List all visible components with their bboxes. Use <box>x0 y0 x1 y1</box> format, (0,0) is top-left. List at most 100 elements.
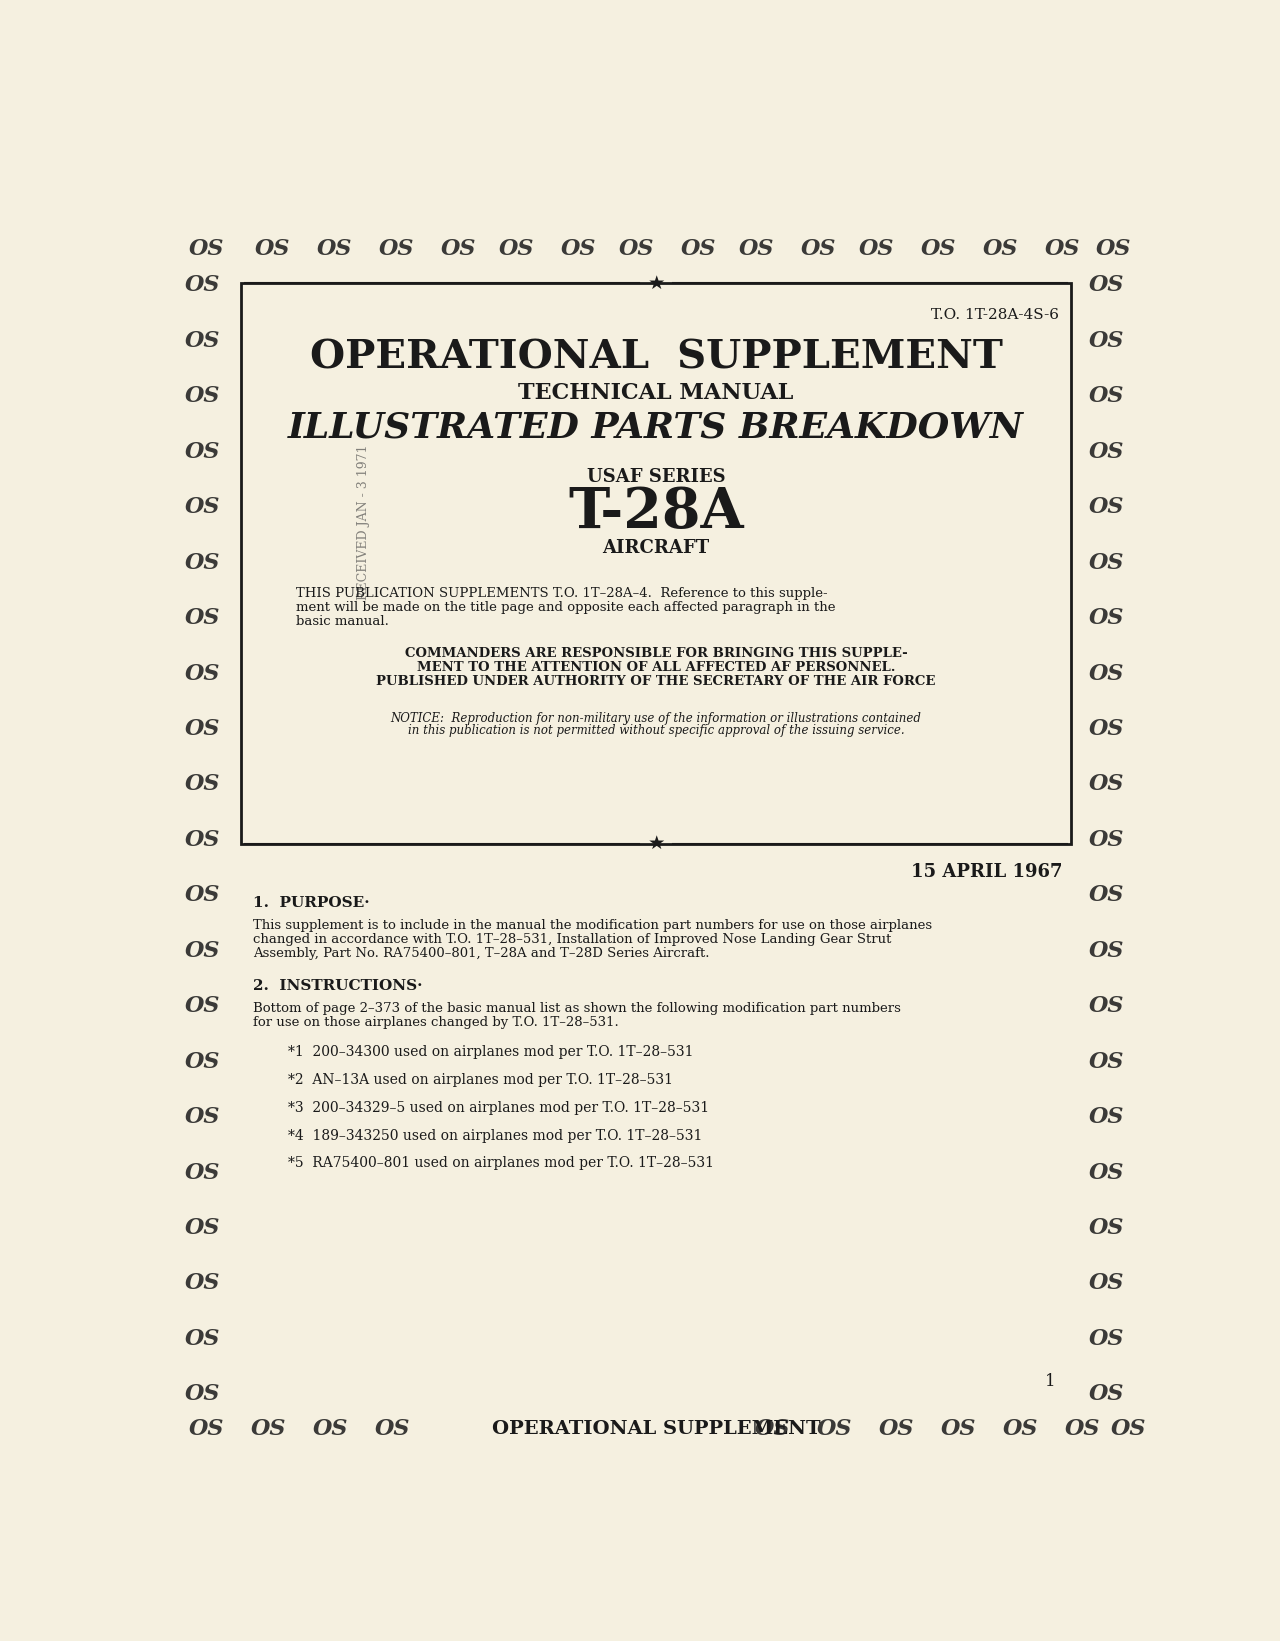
Text: in this publication is not permitted without specific approval of the issuing se: in this publication is not permitted wit… <box>408 724 904 737</box>
Text: OS: OS <box>184 441 220 463</box>
Text: OS: OS <box>379 238 415 261</box>
Text: OS: OS <box>184 1383 220 1405</box>
Text: OS: OS <box>1089 330 1125 351</box>
Text: *4  189–343250 used on airplanes mod per T.O. 1T–28–531: *4 189–343250 used on airplanes mod per … <box>288 1129 703 1142</box>
Text: OS: OS <box>1089 1218 1125 1239</box>
Text: T-28A: T-28A <box>568 484 744 540</box>
Text: OS: OS <box>1089 551 1125 574</box>
Text: T.O. 1T-28A-4S-6: T.O. 1T-28A-4S-6 <box>931 309 1059 322</box>
Text: *5  RA75400–801 used on airplanes mod per T.O. 1T–28–531: *5 RA75400–801 used on airplanes mod per… <box>288 1157 714 1170</box>
Text: PUBLISHED UNDER AUTHORITY OF THE SECRETARY OF THE AIR FORCE: PUBLISHED UNDER AUTHORITY OF THE SECRETA… <box>376 674 936 688</box>
Text: OS: OS <box>184 1218 220 1239</box>
Text: ment will be made on the title page and opposite each affected paragraph in the: ment will be made on the title page and … <box>296 601 835 614</box>
Text: 2.  INSTRUCTIONS·: 2. INSTRUCTIONS· <box>253 980 422 993</box>
Text: OS: OS <box>188 238 224 261</box>
Text: OS: OS <box>184 1162 220 1183</box>
Text: OS: OS <box>316 238 352 261</box>
Text: Assembly, Part No. RA75400–801, T–28A and T–28D Series Aircraft.: Assembly, Part No. RA75400–801, T–28A an… <box>253 947 709 960</box>
Text: NOTICE:  Reproduction for non-military use of the information or illustrations c: NOTICE: Reproduction for non-military us… <box>390 712 922 725</box>
Text: OS: OS <box>184 884 220 906</box>
Text: 15 APRIL 1967: 15 APRIL 1967 <box>911 863 1062 881</box>
Text: OS: OS <box>184 1050 220 1073</box>
Text: OS: OS <box>375 1418 411 1439</box>
Text: Bottom of page 2–373 of the basic manual list as shown the following modificatio: Bottom of page 2–373 of the basic manual… <box>253 1003 901 1016</box>
Text: OS: OS <box>312 1418 348 1439</box>
Text: OS: OS <box>1089 441 1125 463</box>
Text: OS: OS <box>1089 884 1125 906</box>
Text: OS: OS <box>184 496 220 519</box>
Text: OPERATIONAL SUPPLEMENT: OPERATIONAL SUPPLEMENT <box>492 1419 820 1438</box>
Text: OPERATIONAL  SUPPLEMENT: OPERATIONAL SUPPLEMENT <box>310 338 1002 376</box>
Text: OS: OS <box>1002 1418 1038 1439</box>
Text: OS: OS <box>184 607 220 629</box>
Text: OS: OS <box>255 238 291 261</box>
Text: OS: OS <box>1089 773 1125 796</box>
Text: COMMANDERS ARE RESPONSIBLE FOR BRINGING THIS SUPPLE-: COMMANDERS ARE RESPONSIBLE FOR BRINGING … <box>404 647 908 660</box>
Text: OS: OS <box>1089 386 1125 407</box>
Text: OS: OS <box>1089 274 1125 297</box>
Text: OS: OS <box>983 238 1019 261</box>
Text: OS: OS <box>754 1418 790 1439</box>
Text: for use on those airplanes changed by T.O. 1T–28–531.: for use on those airplanes changed by T.… <box>253 1016 618 1029</box>
Text: changed in accordance with T.O. 1T–28–531, Installation of Improved Nose Landing: changed in accordance with T.O. 1T–28–53… <box>253 934 891 947</box>
Text: OS: OS <box>859 238 895 261</box>
Text: OS: OS <box>1089 994 1125 1017</box>
Text: USAF SERIES: USAF SERIES <box>586 468 726 486</box>
Text: *3  200–34329–5 used on airplanes mod per T.O. 1T–28–531: *3 200–34329–5 used on airplanes mod per… <box>288 1101 709 1114</box>
Text: OS: OS <box>1089 607 1125 629</box>
Text: OS: OS <box>251 1418 287 1439</box>
Text: OS: OS <box>1046 238 1080 261</box>
Text: ★: ★ <box>648 274 664 292</box>
Text: OS: OS <box>184 940 220 962</box>
Text: OS: OS <box>184 1328 220 1351</box>
Text: OS: OS <box>184 551 220 574</box>
Text: OS: OS <box>184 719 220 740</box>
Text: OS: OS <box>440 238 476 261</box>
Text: OS: OS <box>1089 1106 1125 1127</box>
Text: OS: OS <box>184 386 220 407</box>
Text: THIS PUBLICATION SUPPLEMENTS T.O. 1T–28A–4.  Reference to this supple-: THIS PUBLICATION SUPPLEMENTS T.O. 1T–28A… <box>296 587 827 601</box>
Text: OS: OS <box>1089 1272 1125 1295</box>
Text: OS: OS <box>1089 496 1125 519</box>
Text: OS: OS <box>184 330 220 351</box>
Text: AIRCRAFT: AIRCRAFT <box>603 538 709 556</box>
Text: OS: OS <box>941 1418 977 1439</box>
Text: RECEIVED JAN - 3 1971: RECEIVED JAN - 3 1971 <box>357 445 370 599</box>
Text: OS: OS <box>1089 663 1125 684</box>
Text: OS: OS <box>1065 1418 1100 1439</box>
Text: OS: OS <box>184 1106 220 1127</box>
Text: OS: OS <box>1096 238 1132 261</box>
Text: OS: OS <box>184 663 220 684</box>
Text: OS: OS <box>1111 1418 1147 1439</box>
Text: ★: ★ <box>648 834 664 853</box>
Text: *1  200–34300 used on airplanes mod per T.O. 1T–28–531: *1 200–34300 used on airplanes mod per T… <box>288 1045 694 1060</box>
Text: OS: OS <box>184 274 220 297</box>
Text: This supplement is to include in the manual the modification part numbers for us: This supplement is to include in the man… <box>253 919 932 932</box>
Text: MENT TO THE ATTENTION OF ALL AFFECTED AF PERSONNEL.: MENT TO THE ATTENTION OF ALL AFFECTED AF… <box>417 661 895 674</box>
Text: OS: OS <box>1089 940 1125 962</box>
Text: OS: OS <box>499 238 534 261</box>
Text: 1: 1 <box>1044 1374 1055 1390</box>
Text: OS: OS <box>184 773 220 796</box>
Text: OS: OS <box>1089 1328 1125 1351</box>
Text: OS: OS <box>184 994 220 1017</box>
Text: OS: OS <box>618 238 654 261</box>
Text: ILLUSTRATED PARTS BREAKDOWN: ILLUSTRATED PARTS BREAKDOWN <box>288 410 1024 445</box>
Text: OS: OS <box>1089 719 1125 740</box>
Text: OS: OS <box>188 1418 224 1439</box>
Text: OS: OS <box>1089 1383 1125 1405</box>
Text: OS: OS <box>922 238 956 261</box>
Text: OS: OS <box>1089 1162 1125 1183</box>
Text: OS: OS <box>801 238 837 261</box>
Text: OS: OS <box>739 238 774 261</box>
Bar <box>242 284 1070 843</box>
Text: TECHNICAL MANUAL: TECHNICAL MANUAL <box>518 382 794 404</box>
Text: OS: OS <box>561 238 596 261</box>
Text: OS: OS <box>184 1272 220 1295</box>
Text: OS: OS <box>184 829 220 852</box>
Text: 1.  PURPOSE·: 1. PURPOSE· <box>253 896 370 911</box>
Text: OS: OS <box>878 1418 914 1439</box>
Text: OS: OS <box>681 238 717 261</box>
Text: OS: OS <box>1089 1050 1125 1073</box>
Text: basic manual.: basic manual. <box>296 615 389 629</box>
